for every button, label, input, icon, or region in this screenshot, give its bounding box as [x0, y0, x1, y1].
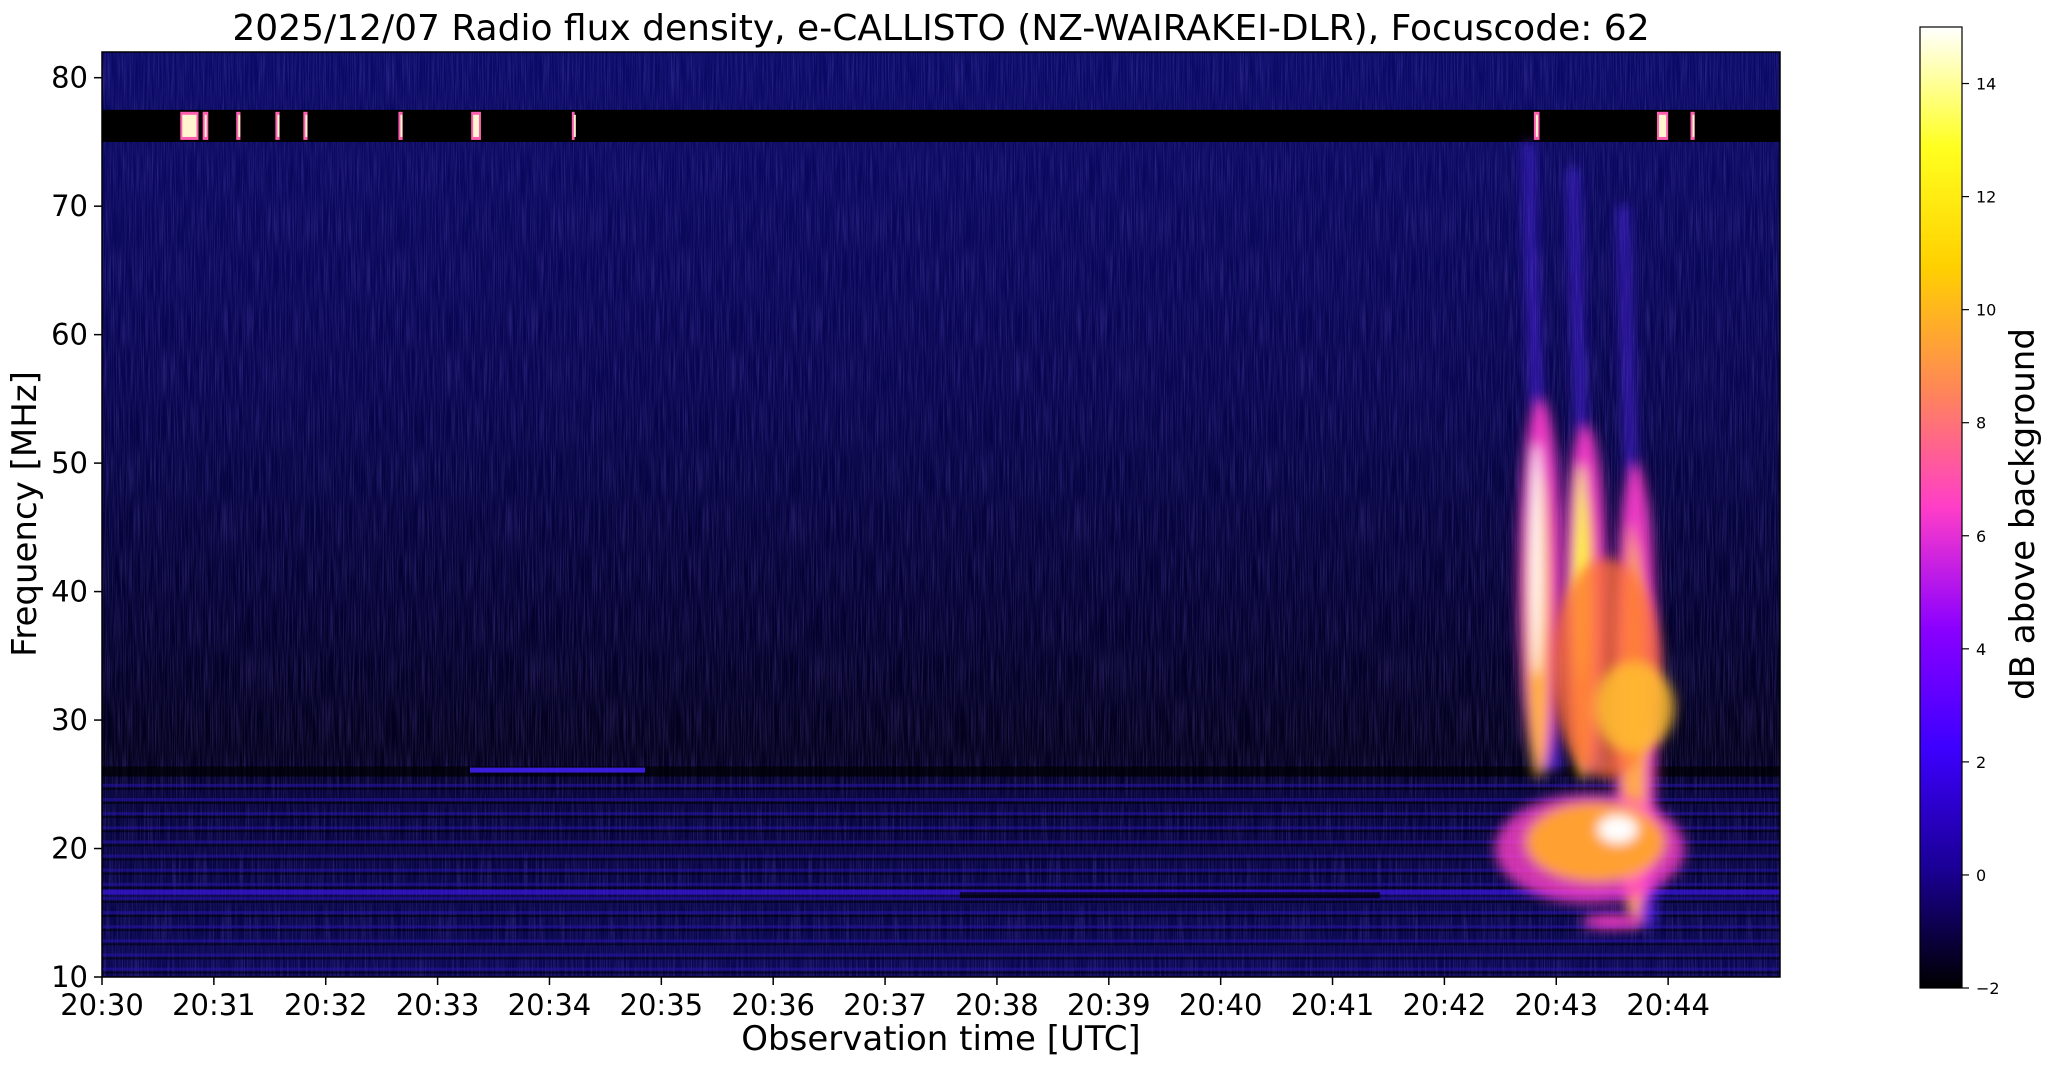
y-tick-label: 30: [51, 703, 88, 737]
colorbar-tick-label: 10: [1976, 301, 1996, 320]
colorbar-tick-label: 6: [1976, 527, 1986, 546]
rfi-stripe: [102, 797, 1780, 801]
x-tick-label: 20:37: [843, 988, 927, 1022]
y-axis: 10 20 30 40 50 60 70 80: [51, 61, 102, 994]
x-tick-label: 20:36: [731, 988, 815, 1022]
x-tick-label: 20:42: [1403, 988, 1487, 1022]
rfi-gap: [102, 844, 1780, 847]
rfi-gap: [102, 971, 1780, 974]
rfi-stripe: [102, 783, 1780, 787]
rfi-stripe: [102, 911, 1780, 915]
interference-bright-segment: [275, 111, 280, 140]
y-tick-label: 80: [51, 61, 88, 95]
rfi-gap: [102, 816, 1780, 819]
colorbar-tick-label: 0: [1976, 866, 1986, 885]
x-tick-label: 20:30: [60, 988, 144, 1022]
colorbar-tick-label: −2: [1976, 979, 2000, 998]
y-tick-label: 40: [51, 575, 88, 609]
rfi-stripe: [102, 812, 1780, 816]
rfi-stripe: [102, 868, 1780, 872]
interference-bright-segment: [202, 111, 209, 140]
plot-noise: [102, 52, 1780, 977]
y-tick-label: 20: [51, 832, 88, 866]
y-tick-label: 10: [51, 960, 88, 994]
rfi-gap: [102, 787, 1780, 790]
x-tick-label: 20:38: [955, 988, 1039, 1022]
colorbar-tick-label: 8: [1976, 414, 1986, 433]
rfi-gap: [102, 943, 1780, 946]
y-tick-label: 60: [51, 318, 88, 352]
colorbar-scale: [1919, 26, 1963, 989]
rfi-stripe: [102, 925, 1780, 929]
rfi-gap: [102, 900, 1780, 903]
x-tick-label: 20:40: [1179, 988, 1263, 1022]
plot-frame: [101, 51, 1781, 978]
band-26mhz-blip: [470, 767, 645, 773]
rfi-gap: [102, 957, 1780, 960]
interference-bright-segment: [1656, 111, 1669, 140]
interference-bright-segment: [180, 111, 199, 140]
burst-diffuse-glow: [1551, 558, 1675, 779]
y-tick-label: 50: [51, 446, 88, 480]
type-iii-burst: [1518, 141, 1563, 779]
x-axis: 20:30 20:31 20:32 20:33 20:34 20:35 20:36 20:37…: [60, 977, 1710, 1022]
band-16mhz-dark: [960, 892, 1380, 899]
x-tick-label: 20:44: [1626, 988, 1710, 1022]
colorbar-tick-label: 14: [1976, 75, 1996, 94]
x-tick-label: 20:32: [284, 988, 368, 1022]
rfi-gap: [102, 872, 1780, 875]
rfi-gap: [102, 801, 1780, 804]
interference-bright-segment: [303, 111, 308, 140]
rfi-stripe: [102, 953, 1780, 957]
band-26mhz: [102, 766, 1780, 777]
rfi-stripe: [102, 882, 1780, 886]
interference-bright-segment: [398, 111, 403, 140]
y-tick-label: 70: [51, 189, 88, 223]
x-tick-label: 20:31: [172, 988, 256, 1022]
y-axis-label: Frequency [MHz]: [5, 371, 45, 657]
interference-bright-segment: [24, 112, 37, 140]
interference-bright-segment: [1533, 111, 1540, 140]
colorbar-tick-label: 4: [1976, 640, 1986, 659]
colorbar-label: dB above background: [2003, 328, 2043, 700]
band-16mhz: [102, 889, 1780, 895]
x-axis-label: Observation time [UTC]: [741, 1019, 1140, 1059]
interference-bright-segment: [1690, 111, 1695, 140]
colorbar-tick-label: 12: [1976, 188, 1996, 207]
colorbar-tick-label: 2: [1976, 753, 1986, 772]
rfi-stripe: [102, 896, 1780, 900]
rfi-gap: [102, 830, 1780, 833]
colorbar: −2 0 2 4 6 8 10 12 14: [1919, 26, 2000, 998]
rfi-gap: [102, 858, 1780, 861]
interference-band: [102, 109, 1780, 142]
rfi-stripe: [102, 840, 1780, 844]
interference-bright-segment: [236, 111, 241, 140]
rfi-stripe: [102, 967, 1780, 971]
rfi-gap: [102, 915, 1780, 918]
x-tick-label: 20:34: [508, 988, 592, 1022]
rfi-stripe: [102, 939, 1780, 943]
rfi-stripe: [102, 854, 1780, 858]
rfi-gap: [102, 886, 1780, 889]
burst-low-frequency-emission: [1494, 793, 1685, 929]
chart-title: 2025/12/07 Radio flux density, e-CALLIST…: [232, 8, 1649, 49]
rfi-stripe: [102, 826, 1780, 830]
plot-area: [24, 52, 1780, 977]
x-tick-label: 20:35: [620, 988, 704, 1022]
x-tick-label: 20:41: [1291, 988, 1375, 1022]
interference-bright-segment: [571, 111, 576, 140]
rfi-gap: [102, 929, 1780, 932]
interference-bright-segment: [471, 111, 481, 140]
x-tick-label: 20:39: [1067, 988, 1151, 1022]
x-tick-label: 20:33: [396, 988, 480, 1022]
x-tick-label: 20:43: [1514, 988, 1598, 1022]
